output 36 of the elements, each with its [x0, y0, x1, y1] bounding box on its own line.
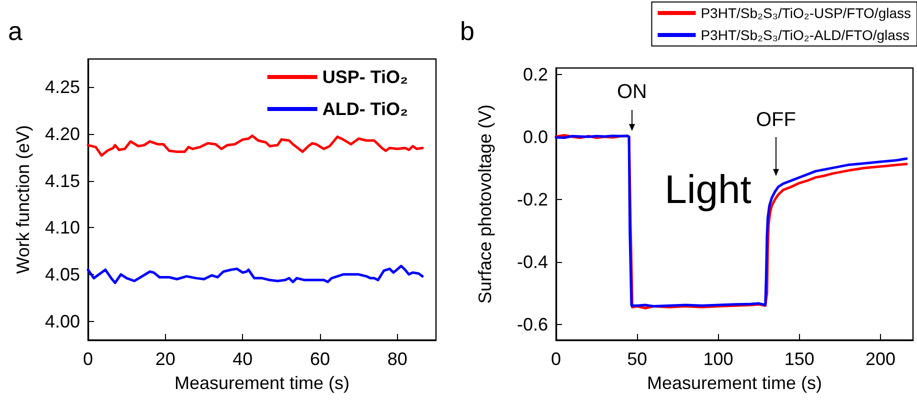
y-tick-label: 4.05 [44, 264, 80, 284]
y-tick-label: 4.25 [44, 77, 80, 98]
x-tick-label: 80 [387, 349, 408, 369]
y-axis-title: Surface photovoltage (V) [475, 104, 495, 304]
y-tick-label: -0.6 [516, 314, 548, 334]
line-series [86, 264, 424, 284]
legend-label: ALD- TiO₂ [322, 99, 408, 119]
x-axis-title: Measurement time (s) [646, 373, 822, 393]
legend-label: P3HT/Sb₂S₃/TiO₂-ALD/FTO/glass [700, 27, 910, 43]
y-tick-label: 4.15 [44, 170, 80, 191]
line-series [86, 134, 424, 157]
y-tick-label: 4.20 [44, 124, 80, 144]
chart-title: b [460, 16, 474, 46]
legend-label: USP- TiO₂ [322, 67, 408, 87]
x-tick-label: 0 [550, 349, 562, 369]
x-tick-label: 0 [82, 349, 94, 369]
x-tick-label: 20 [155, 349, 176, 369]
annotation: ON [617, 81, 647, 103]
chart-title: a [8, 16, 23, 46]
x-tick-label: 40 [232, 349, 253, 369]
x-axis-title: Measurement time (s) [174, 373, 350, 393]
y-tick-label: 4.00 [44, 311, 80, 332]
y-tick-label: -0.2 [516, 189, 548, 210]
x-tick-label: 100 [703, 349, 734, 369]
annotation: Light [664, 168, 752, 212]
y-tick-label: 4.10 [44, 218, 80, 238]
annotation: OFF [756, 109, 796, 131]
x-tick-label: 60 [310, 349, 330, 369]
x-tick-label: 150 [784, 349, 814, 369]
y-tick-label: 0.0 [522, 126, 548, 147]
y-tick-label: 0.2 [522, 64, 548, 84]
legend-label: P3HT/Sb₂S₃/TiO₂-USP/FTO/glass [700, 5, 911, 21]
y-tick-label: -0.4 [516, 252, 548, 272]
y-axis-title: Work function (eV) [13, 125, 33, 274]
x-tick-label: 50 [627, 349, 648, 369]
x-tick-label: 200 [866, 349, 896, 369]
